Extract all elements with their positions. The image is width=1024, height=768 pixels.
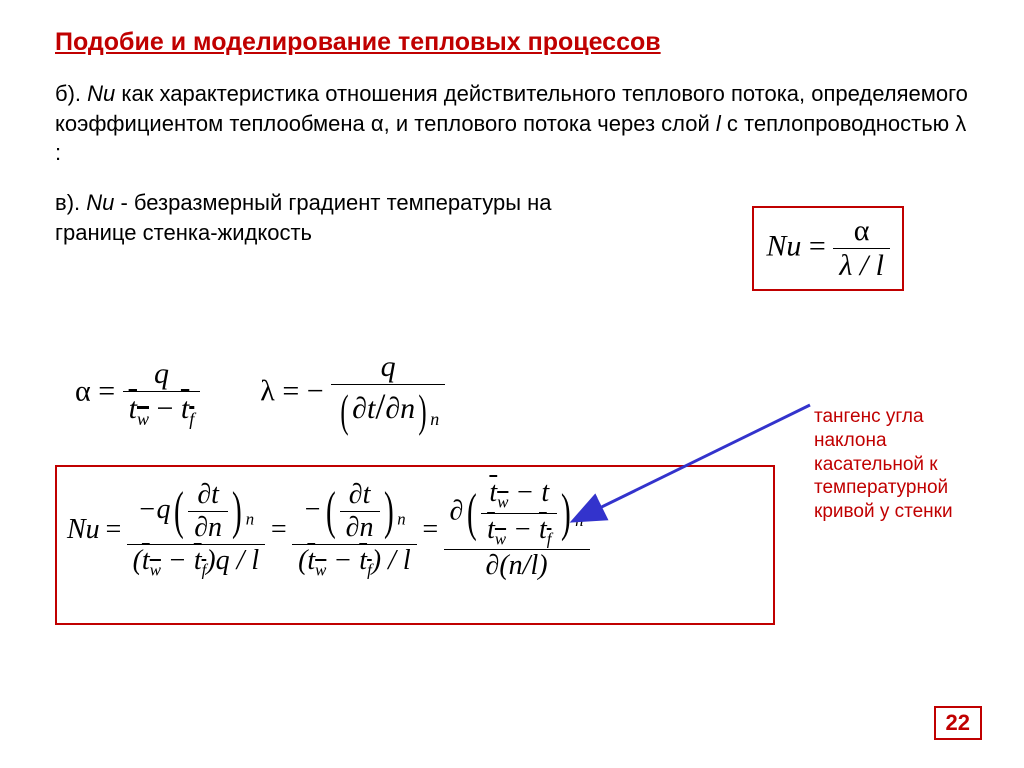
nu-num: α (833, 214, 890, 248)
lambda-den: (∂t/∂n)n (331, 384, 445, 437)
mid-equations: α = q tw − tf λ = − q (∂t/∂n)n (75, 350, 445, 437)
slide: Подобие и моделирование тепловых процесс… (0, 0, 1024, 768)
annotation-text: тангенс угла наклона касательной к темпе… (814, 405, 984, 524)
nu-fraction: α λ / l (833, 214, 890, 283)
paragraph-c: в). Nu - безразмерный градиент температу… (55, 188, 575, 247)
nu-lhs: Nu (766, 229, 801, 262)
para-c-nu: Nu (86, 190, 114, 215)
lambda-equation: λ = − q (∂t/∂n)n (260, 350, 445, 437)
alpha-frac: q tw − tf (123, 357, 201, 430)
lambda-lhs: λ (260, 374, 275, 407)
equals-sign: = (809, 229, 833, 262)
big-equation: Nu = −q(∂t∂n)n (tw − tf)q / l = −(∂t∂n)n… (65, 477, 765, 582)
alpha-equation: α = q tw − tf (75, 357, 200, 430)
formula-nu-box: Nu = α λ / l (752, 206, 904, 291)
para-b-prefix: б). (55, 81, 87, 106)
page-number: 22 (934, 706, 982, 740)
paragraph-b: б). Nu как характеристика отношения дейс… (55, 79, 974, 168)
para-b-nu: Nu (87, 81, 115, 106)
alpha-den: tw − tf (123, 391, 201, 430)
alpha-eq-sign: = (98, 374, 122, 407)
para-c-prefix: в). (55, 190, 86, 215)
big-formula-box: Nu = −q(∂t∂n)n (tw − tf)q / l = −(∂t∂n)n… (55, 465, 775, 625)
big-term1: −q(∂t∂n)n (tw − tf)q / l (127, 479, 266, 581)
big-term3: ∂(tw − ttw − tf)n ∂(n/l) (444, 477, 590, 582)
nu-den: λ / l (833, 248, 890, 283)
lambda-eq-sign: = (282, 374, 306, 407)
lambda-num: q (331, 350, 445, 384)
big-term2: −(∂t∂n)n (tw − tf) / l (292, 479, 417, 581)
alpha-num: q (123, 357, 201, 391)
para-c-text: - безразмерный градиент температуры на г… (55, 190, 552, 245)
lambda-minus: − (307, 374, 324, 407)
lambda-frac: q (∂t/∂n)n (331, 350, 445, 437)
slide-title: Подобие и моделирование тепловых процесс… (55, 28, 974, 57)
alpha-lhs: α (75, 374, 91, 407)
